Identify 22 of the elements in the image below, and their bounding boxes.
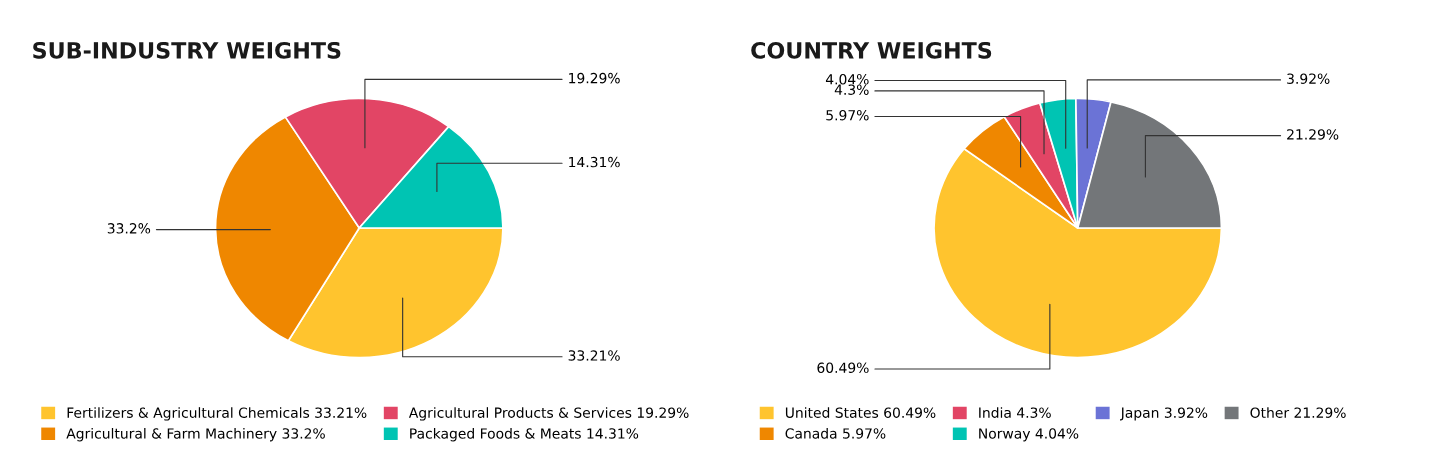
data-label: 33.2%: [107, 223, 151, 234]
data-label: 4.04%: [825, 74, 869, 85]
legend-label: Other 21.29%: [1250, 407, 1346, 418]
legend-label: Norway 4.04%: [979, 428, 1079, 442]
data-label: 14.31%: [569, 156, 620, 168]
legend-label: Canada 5.97%: [785, 427, 886, 439]
data-label: 60.49%: [817, 362, 869, 373]
data-label: 21.29%: [1287, 129, 1339, 140]
legend-label: Japan 3.92%: [1120, 407, 1208, 421]
data-label: 33.21%: [568, 350, 620, 361]
data-label: 3.92%: [1287, 73, 1330, 84]
chart-title: COUNTRY WEIGHTS: [751, 41, 992, 59]
chart-title: SUB-INDUSTRY WEIGHTS: [33, 41, 341, 59]
legend-label: United States 60.49%: [785, 407, 936, 418]
legend-label: Agricultural Products & Services 19.29%: [408, 407, 689, 421]
legend-label: Fertilizers & Agricultural Chemicals 33.21%: [67, 407, 367, 421]
data-label: 5.97%: [826, 109, 869, 121]
legend-label: Packaged Foods & Meats 14.31%: [410, 427, 639, 442]
data-label: 4.3%: [834, 84, 869, 95]
data-label: 19.29%: [569, 72, 620, 84]
legend-label: Agricultural & Farm Machinery 33.2%: [66, 427, 325, 442]
legend-label: India 4.3%: [979, 407, 1051, 418]
